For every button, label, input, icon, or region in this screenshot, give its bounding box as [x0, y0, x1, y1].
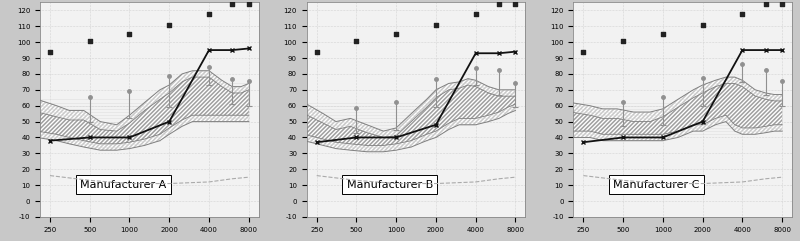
Point — [736, 12, 749, 15]
Point — [470, 12, 482, 15]
Point — [43, 50, 56, 54]
Point — [310, 50, 323, 54]
Point — [493, 2, 506, 6]
Point — [390, 32, 402, 36]
Point — [350, 39, 363, 42]
Text: Manufacturer C: Manufacturer C — [614, 180, 700, 190]
Text: Manufacturer B: Manufacturer B — [346, 180, 433, 190]
Point — [202, 12, 215, 15]
Point — [226, 2, 238, 6]
Point — [657, 32, 670, 36]
Point — [430, 23, 442, 27]
Point — [509, 2, 522, 6]
Point — [696, 23, 709, 27]
Point — [83, 39, 96, 42]
Point — [163, 23, 176, 27]
Point — [776, 2, 789, 6]
Point — [617, 39, 630, 42]
Text: Manufacturer A: Manufacturer A — [80, 180, 166, 190]
Point — [242, 2, 255, 6]
Point — [123, 32, 136, 36]
Point — [759, 2, 772, 6]
Point — [577, 50, 590, 54]
